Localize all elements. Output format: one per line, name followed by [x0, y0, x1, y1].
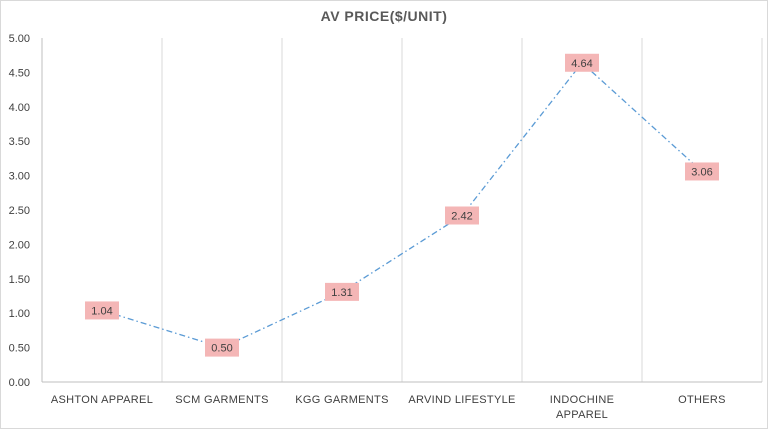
data-label-text: 3.06	[691, 166, 712, 178]
data-label: 4.64	[565, 53, 599, 72]
x-axis-tick-labels: ASHTON APPAREL SCM GARMENTS KGG GARMENTS AR…	[51, 394, 726, 421]
data-label-text: 1.04	[91, 305, 112, 317]
y-tick-label: 4.00	[9, 102, 30, 114]
data-label: 1.31	[325, 282, 359, 301]
y-tick-label: 4.50	[9, 67, 30, 79]
y-tick-label: 1.00	[9, 308, 30, 320]
series	[101, 61, 703, 349]
y-tick-label: 2.00	[9, 239, 30, 251]
data-label-background	[565, 53, 599, 72]
data-label: 3.06	[685, 162, 719, 181]
data-label-background	[445, 206, 479, 225]
y-tick-label: 1.50	[9, 274, 30, 286]
data-label: 2.42	[445, 206, 479, 225]
x-tick-label: OTHERS	[678, 394, 726, 406]
x-tick-label: ASHTON APPAREL	[51, 394, 153, 406]
y-axis-tick-labels: 0.00 0.50 1.00 1.50 2.00 2.50 3.00 3.50 4.00 4.50…	[9, 33, 30, 389]
x-tick-label: INDOCHINE APPAREL	[550, 394, 614, 421]
y-tick-label: 5.00	[9, 33, 30, 45]
y-tick-label: 3.50	[9, 136, 30, 148]
y-tick-label: 2.50	[9, 205, 30, 217]
data-label-text: 2.42	[451, 211, 472, 223]
data-label-text: 1.31	[331, 287, 352, 299]
data-label: 0.50	[205, 338, 239, 357]
data-label-background	[85, 301, 119, 320]
x-tick-label: ARVIND LIFESTYLE	[408, 394, 515, 406]
data-label: 1.04	[85, 301, 119, 320]
y-tick-label: 0.00	[9, 377, 30, 389]
data-label-background	[325, 282, 359, 301]
y-tick-label: 3.00	[9, 171, 30, 183]
data-label-background	[205, 338, 239, 357]
y-tick-label: 0.50	[9, 343, 30, 355]
data-labels: 1.04 0.50 1.31 2.42 4.64 3.06	[85, 53, 719, 357]
gridlines	[161, 38, 763, 382]
series-line	[101, 61, 703, 349]
data-label-background	[685, 162, 719, 181]
axes	[41, 38, 762, 383]
chart-title: AV PRICE($/UNIT)	[321, 8, 448, 24]
data-label-text: 0.50	[211, 343, 232, 355]
x-tick-label: SCM GARMENTS	[175, 394, 268, 406]
data-label-text: 4.64	[571, 58, 592, 70]
x-tick-label: KGG GARMENTS	[295, 394, 388, 406]
